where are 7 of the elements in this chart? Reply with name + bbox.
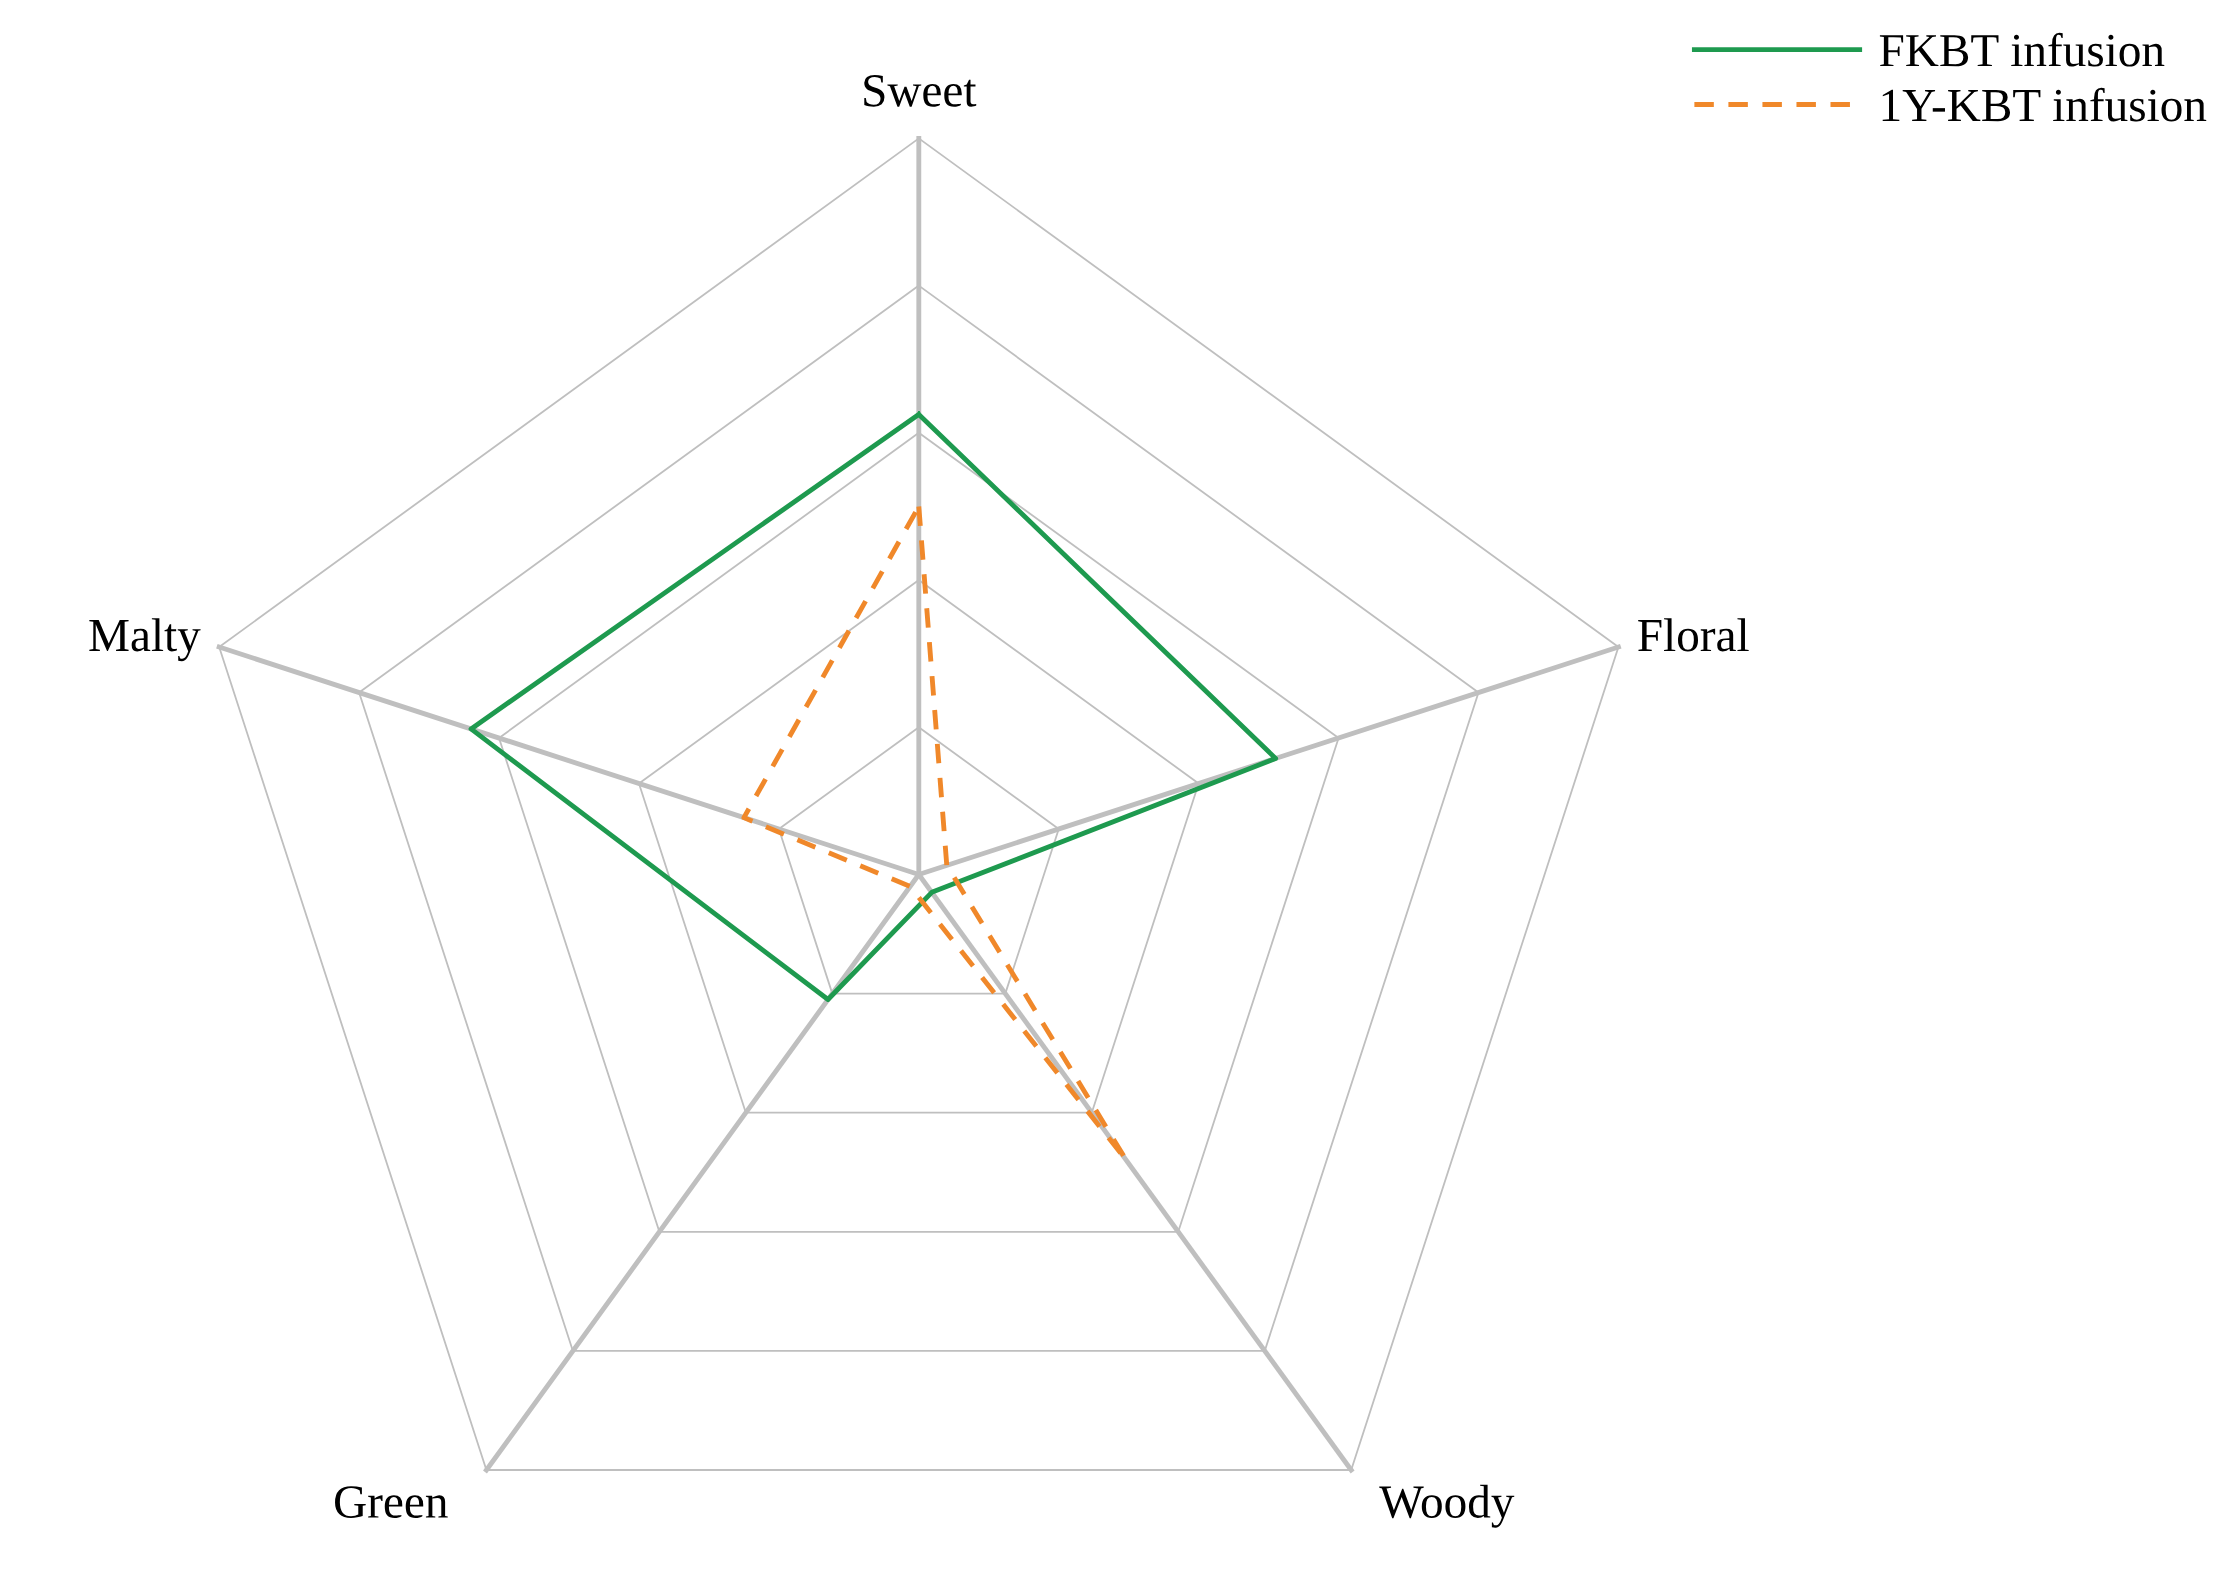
spoke-label: Malty	[89, 618, 201, 662]
legend-label: 1Y-KBT infusion	[1882, 87, 2207, 122]
legend-label: FKBT infusion	[1879, 32, 2165, 67]
spoke-label: Woody	[1379, 1484, 1515, 1528]
spoke-label: Sweet	[864, 74, 977, 107]
spoke-label: Green	[335, 1486, 448, 1518]
spoke-label: Floral	[1638, 618, 1749, 652]
